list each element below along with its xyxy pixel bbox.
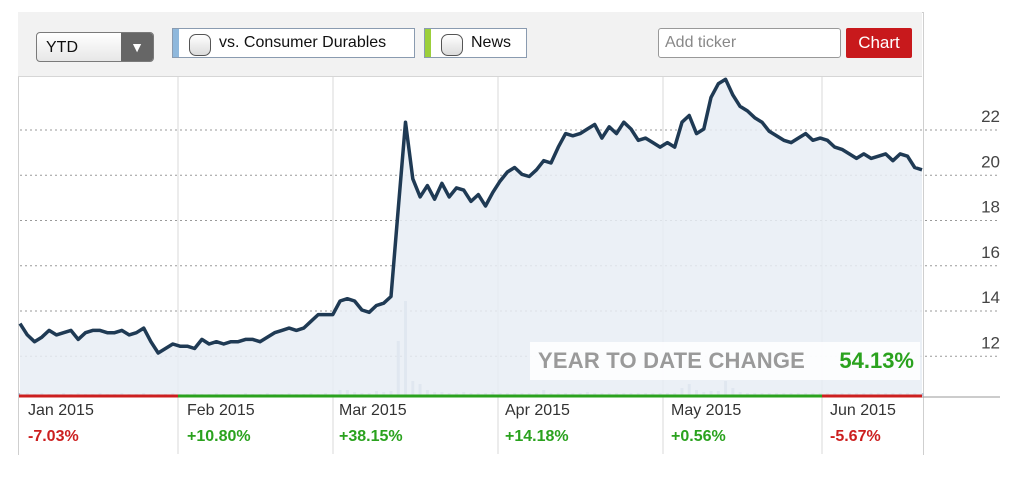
month-mar: Mar 2015 +38.15%	[339, 402, 407, 446]
news-color-bar	[425, 29, 431, 57]
news-checkbox[interactable]	[441, 34, 463, 56]
month-jan: Jan 2015 -7.03%	[28, 402, 94, 446]
news-label: News	[471, 34, 512, 51]
month-label: May 2015	[671, 402, 742, 419]
add-ticker-input[interactable]	[658, 28, 841, 58]
month-jun: Jun 2015 -5.67%	[830, 402, 896, 446]
month-may: May 2015 +0.56%	[671, 402, 741, 446]
news-toggle[interactable]: News	[424, 28, 527, 58]
y-axis-ticks: 12 14 16 18 20 22	[981, 107, 1000, 352]
period-select[interactable]: YTD ▼	[36, 32, 154, 62]
compare-checkbox[interactable]	[189, 34, 211, 56]
ytd-change-box: YEAR TO DATE CHANGE 54.13%	[530, 342, 920, 380]
month-change: -5.67%	[830, 428, 881, 445]
month-feb: Feb 2015 +10.80%	[187, 402, 255, 446]
month-label: Jan 2015	[28, 402, 94, 419]
y-tick-label: 20	[981, 152, 1000, 171]
compare-toggle[interactable]: vs. Consumer Durables	[172, 28, 415, 58]
ytd-value: 54.13%	[839, 348, 914, 373]
chart-button[interactable]: Chart	[846, 28, 912, 58]
compare-label: vs. Consumer Durables	[219, 34, 387, 51]
y-tick-label: 16	[981, 243, 1000, 262]
price-area	[20, 79, 922, 397]
y-tick-label: 14	[981, 288, 1000, 307]
price-line	[18, 77, 923, 355]
period-value: YTD	[46, 39, 78, 56]
month-label: Apr 2015	[505, 402, 570, 419]
month-label: Jun 2015	[830, 402, 896, 419]
month-change: +0.56%	[671, 428, 726, 445]
month-label: Mar 2015	[339, 402, 407, 419]
y-tick-label: 22	[981, 107, 1000, 126]
compare-color-bar	[173, 29, 179, 57]
y-tick-label: 18	[981, 198, 1000, 217]
chevron-down-icon[interactable]: ▼	[121, 33, 153, 61]
ytd-label: YEAR TO DATE CHANGE	[538, 348, 806, 373]
month-change: -7.03%	[28, 428, 79, 445]
month-apr: Apr 2015 +14.18%	[505, 402, 570, 446]
y-tick-label: 12	[981, 333, 1000, 352]
month-change: +38.15%	[339, 428, 403, 445]
month-change: +14.18%	[505, 428, 569, 445]
month-label: Feb 2015	[187, 402, 255, 419]
month-change: +10.80%	[187, 428, 251, 445]
